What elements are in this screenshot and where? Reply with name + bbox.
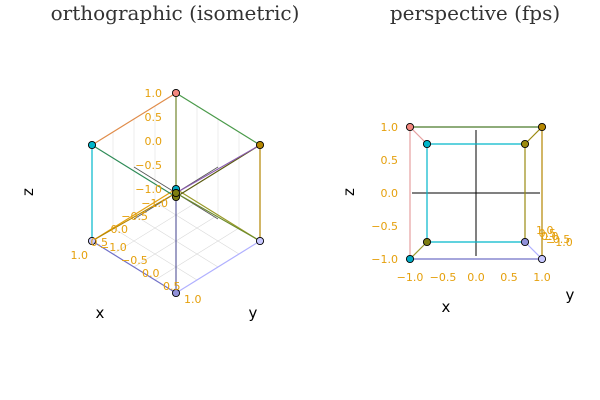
- orthographic-panel: orthographic (isometric) −1.0−1.0−1.0−0.…: [19, 1, 299, 322]
- grid-line: [112, 227, 198, 281]
- data-point: [171, 188, 181, 198]
- data-point: [255, 236, 265, 246]
- data-point: [171, 88, 181, 98]
- cube-edge: [91, 92, 177, 146]
- cube-edge: [175, 92, 261, 146]
- data-point: [405, 254, 415, 264]
- z-axis-label: z: [340, 188, 358, 196]
- tick-labels: −1.0−1.01.0−0.5−0.50.50.00.00.00.50.5−0.…: [371, 121, 572, 284]
- data-point: [405, 122, 415, 132]
- y-tick-label: −1.0: [546, 236, 573, 249]
- y-tick-label: 0.5: [163, 280, 181, 293]
- y-axis-label: y: [249, 304, 258, 322]
- data-point: [171, 288, 181, 298]
- y-tick-label: 1.0: [184, 293, 202, 306]
- cube-edge: [175, 144, 261, 198]
- cube-edge: [91, 144, 177, 198]
- cube-edge: [91, 240, 177, 294]
- data-point: [87, 236, 97, 246]
- y-tick-label: −0.5: [544, 233, 571, 246]
- x-tick-label: 1.0: [533, 271, 551, 284]
- diagonal-line: [175, 192, 261, 242]
- data-point: [422, 139, 432, 149]
- diagonal-line: [175, 144, 261, 194]
- x-tick-label: 0.5: [91, 236, 109, 249]
- chart-title: orthographic (isometric): [51, 1, 300, 25]
- x-axis-label: x: [96, 304, 105, 322]
- z-tick-label: 1.0: [381, 121, 399, 134]
- z-tick-label: −0.5: [371, 220, 398, 233]
- data-points: [405, 122, 547, 264]
- y-tick-label: −1.0: [100, 241, 127, 254]
- x-tick-label: −1.0: [141, 197, 168, 210]
- x-axis-label: x: [442, 298, 451, 316]
- cube-edge: [175, 188, 261, 242]
- chart-title: perspective (fps): [390, 1, 560, 25]
- x-tick-label: −1.0: [397, 271, 424, 284]
- z-tick-label: 1.0: [145, 87, 163, 100]
- y-tick-label: 0.0: [541, 230, 559, 243]
- data-point: [537, 122, 547, 132]
- x-tick-label: −0.5: [430, 271, 457, 284]
- cube-edge: [91, 188, 177, 242]
- z-tick-label: 0.0: [145, 135, 163, 148]
- perspective-panel: perspective (fps) −1.0−1.01.0−0.5−0.50.5…: [340, 1, 575, 316]
- diagonal-line: [91, 192, 177, 242]
- data-points: [87, 88, 265, 298]
- grid-line: [154, 227, 240, 281]
- cube-edge: [175, 240, 261, 294]
- x-tick-label: 0.5: [500, 271, 518, 284]
- x-tick-label: 0.0: [111, 223, 129, 236]
- x-tick-label: 1.0: [71, 249, 89, 262]
- y-axis-label: y: [566, 286, 575, 304]
- y-tick-label: 0.0: [142, 267, 160, 280]
- y-tick-label: 1.0: [536, 224, 554, 237]
- data-point: [422, 237, 432, 247]
- data-point: [255, 140, 265, 150]
- y-tick-label: 0.5: [539, 227, 557, 240]
- data-point: [87, 140, 97, 150]
- z-axis-label: z: [19, 188, 37, 196]
- tick-labels: −1.0−1.0−1.0−0.5−0.5−0.50.00.00.00.50.50…: [71, 87, 202, 306]
- reference-lines: [412, 130, 540, 256]
- z-tick-label: −1.0: [135, 183, 162, 196]
- z-tick-label: 0.5: [381, 154, 399, 167]
- z-tick-label: −1.0: [371, 253, 398, 266]
- z-tick-label: −0.5: [135, 159, 162, 172]
- data-point: [520, 139, 530, 149]
- z-tick-label: 0.0: [381, 187, 399, 200]
- cube-edges: [91, 92, 261, 294]
- data-point: [520, 237, 530, 247]
- data-point: [537, 254, 547, 264]
- z-tick-label: 0.5: [145, 111, 163, 124]
- y-tick-label: −0.5: [121, 254, 148, 267]
- x-tick-label: −0.5: [121, 210, 148, 223]
- x-tick-label: 0.0: [467, 271, 485, 284]
